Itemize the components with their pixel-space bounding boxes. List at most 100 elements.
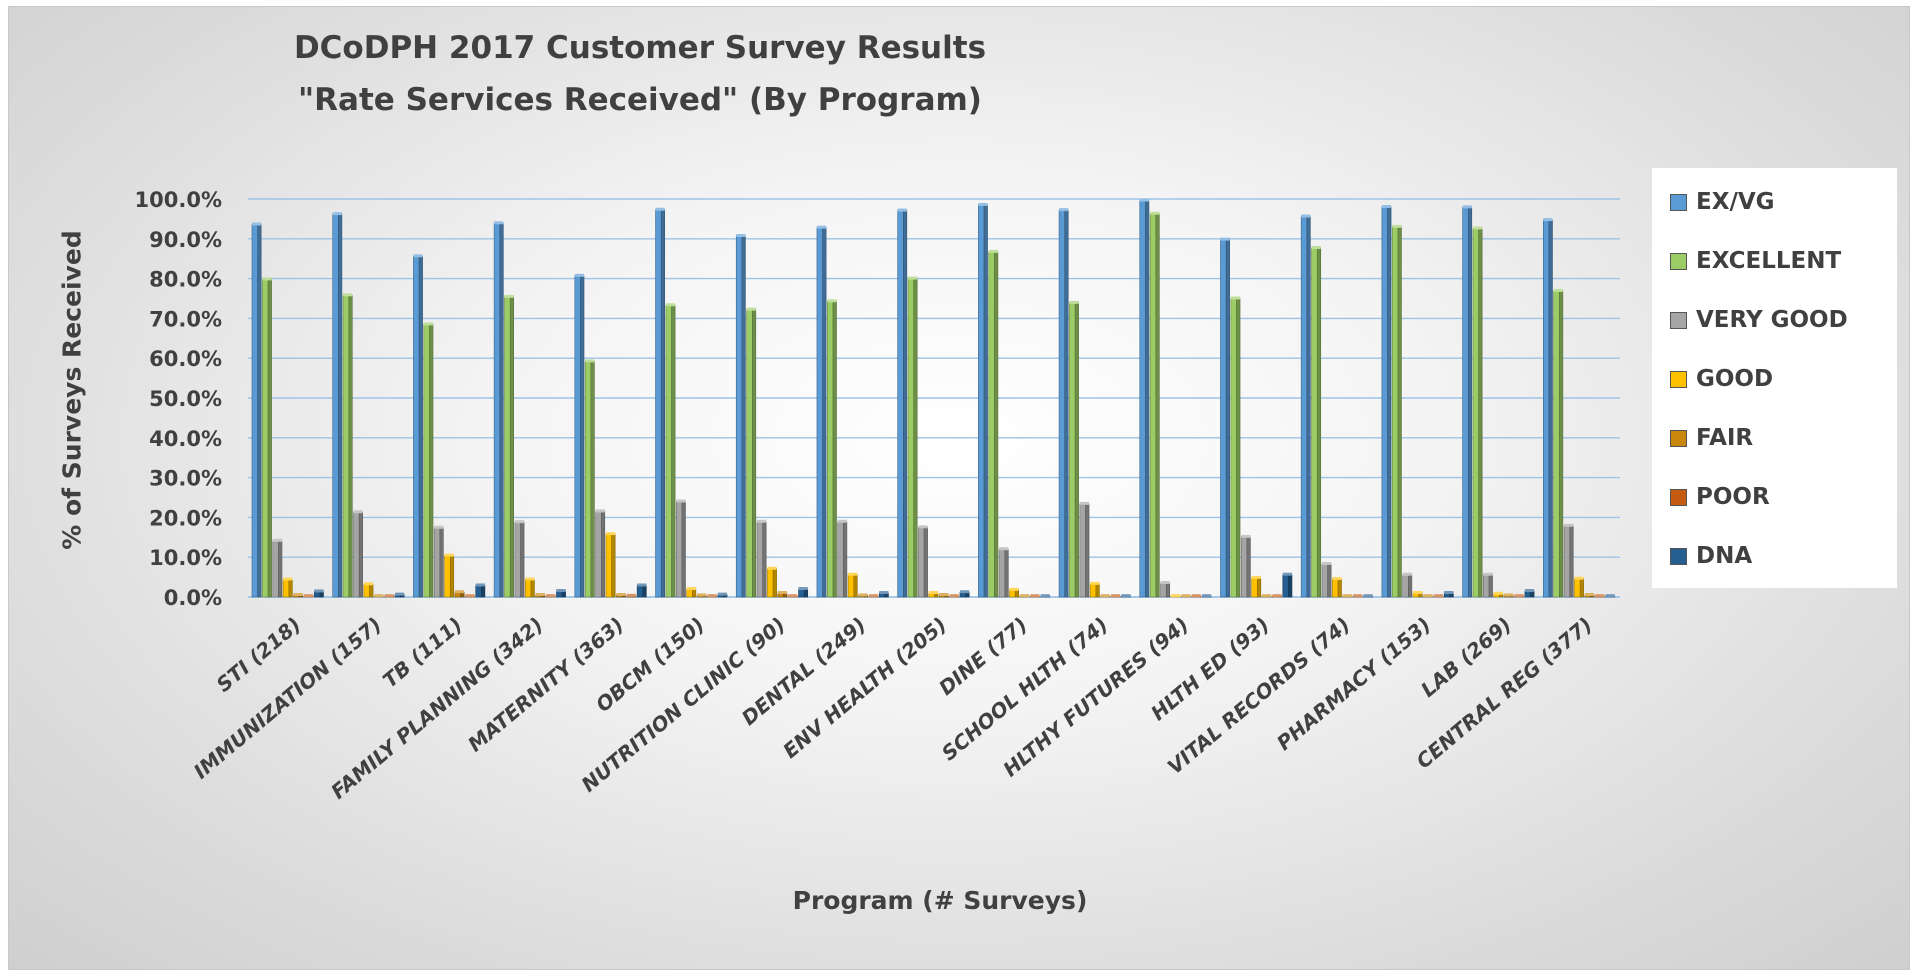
- bar-ex-vg: [897, 208, 908, 598]
- bar-dna: [717, 592, 728, 598]
- bar-poor: [1110, 594, 1121, 598]
- bar-good: [1493, 591, 1504, 598]
- bar-excellent: [1230, 296, 1241, 598]
- bar-ex-vg: [1542, 218, 1553, 598]
- bar-poor: [1433, 594, 1444, 598]
- bar-fair: [1181, 594, 1191, 598]
- x-axis-label: Program (# Surveys): [792, 886, 1088, 915]
- bar-fair: [454, 590, 465, 598]
- bar-poor: [303, 594, 314, 598]
- bar-dna: [798, 587, 809, 598]
- bar-dna: [1040, 594, 1051, 598]
- chart-subtitle: "Rate Services Received" (By Program): [298, 82, 982, 118]
- legend-swatch: [1670, 252, 1687, 270]
- bar-good: [363, 582, 374, 598]
- chart-title: DCoDPH 2017 Customer Survey Results: [293, 30, 987, 66]
- bar-good: [1412, 591, 1423, 598]
- bar-very-good: [595, 509, 606, 598]
- bar-poor: [1029, 594, 1040, 598]
- bar-good: [847, 572, 858, 598]
- bar-very-good: [1483, 572, 1493, 598]
- bar-dna: [1524, 589, 1535, 598]
- x-tick-label: MATERNITY (363): [463, 612, 628, 756]
- bar-poor: [545, 594, 556, 598]
- legend-label: EXCELLENT: [1696, 248, 1842, 274]
- bar-very-good: [1563, 523, 1574, 598]
- bar-ex-vg: [1381, 204, 1392, 598]
- bar-excellent: [1149, 211, 1160, 598]
- bar-fair: [1261, 594, 1272, 598]
- bar-good: [444, 553, 455, 598]
- bar-ex-vg: [413, 254, 423, 598]
- bar-ex-vg: [735, 234, 746, 598]
- bar-ex-vg: [1462, 205, 1473, 598]
- bar-dna: [1282, 572, 1293, 598]
- y-tick-label: 20.0%: [149, 506, 222, 530]
- bar-dna: [878, 591, 889, 598]
- bar-good: [1009, 587, 1019, 598]
- bar-dna: [475, 583, 486, 598]
- legend-item-excellent: EXCELLENT: [1670, 245, 1841, 277]
- bar-good: [1332, 577, 1342, 598]
- bar-fair: [1584, 593, 1595, 598]
- bar-excellent: [423, 322, 434, 598]
- bar-very-good: [1240, 534, 1251, 598]
- chart-legend: EX/VG EXCELLENT VERY GOOD GOOD FAIR POOR DNA: [1652, 168, 1897, 588]
- bar-good: [282, 577, 293, 598]
- bar-fair: [777, 591, 788, 598]
- bar-very-good: [1160, 581, 1171, 598]
- legend-item-good: GOOD: [1670, 363, 1773, 395]
- legend-label: POOR: [1696, 484, 1770, 510]
- legend-item-poor: POOR: [1670, 481, 1770, 513]
- y-tick-label: 30.0%: [149, 467, 222, 491]
- legend-label: VERY GOOD: [1696, 307, 1848, 333]
- bar-poor: [626, 593, 637, 598]
- bar-good: [1251, 575, 1262, 598]
- bar-good: [686, 587, 697, 598]
- bar-good: [605, 532, 616, 598]
- bar-good: [1089, 581, 1100, 598]
- bar-poor: [1514, 594, 1525, 598]
- bar-dna: [1201, 594, 1212, 598]
- bar-poor: [707, 594, 717, 598]
- bar-very-good: [756, 519, 767, 598]
- legend-label: DNA: [1696, 543, 1753, 569]
- bar-dna: [394, 592, 405, 598]
- bar-excellent: [1472, 226, 1483, 598]
- bar-very-good: [676, 499, 686, 598]
- bar-ex-vg: [1300, 214, 1311, 598]
- bar-very-good: [433, 525, 444, 598]
- legend-swatch: [1670, 193, 1687, 211]
- bar-very-good: [514, 520, 525, 598]
- legend-label: EX/VG: [1696, 189, 1775, 215]
- y-tick-label: 50.0%: [149, 387, 222, 411]
- bar-very-good: [353, 510, 363, 598]
- legend-label: FAIR: [1696, 425, 1754, 451]
- bar-excellent: [827, 299, 837, 598]
- bar-very-good: [1079, 501, 1090, 598]
- bar-excellent: [1553, 288, 1564, 598]
- legend-swatch: [1670, 429, 1687, 447]
- bar-ex-vg: [332, 212, 343, 598]
- y-tick-label: 10.0%: [149, 546, 222, 570]
- bar-good: [1170, 594, 1181, 598]
- bar-dna: [1363, 594, 1373, 598]
- bar-poor: [1191, 594, 1202, 598]
- bar-dna: [636, 583, 647, 598]
- bar-fair: [938, 593, 949, 598]
- legend-item-fair: FAIR: [1670, 422, 1753, 454]
- bar-dna: [1121, 594, 1131, 598]
- bar-fair: [1503, 593, 1514, 598]
- bar-ex-vg: [1139, 198, 1150, 598]
- bar-very-good: [272, 538, 283, 598]
- legend-item-very-good: VERY GOOD: [1670, 304, 1848, 336]
- bar-excellent: [342, 293, 353, 598]
- bar-excellent: [262, 277, 272, 598]
- bar-fair: [858, 593, 868, 598]
- bar-dna: [556, 589, 566, 598]
- legend-label: GOOD: [1696, 366, 1774, 392]
- bar-fair: [373, 594, 384, 598]
- legend-swatch: [1670, 370, 1687, 388]
- bar-dna: [959, 590, 970, 598]
- y-tick-label: 90.0%: [149, 228, 222, 252]
